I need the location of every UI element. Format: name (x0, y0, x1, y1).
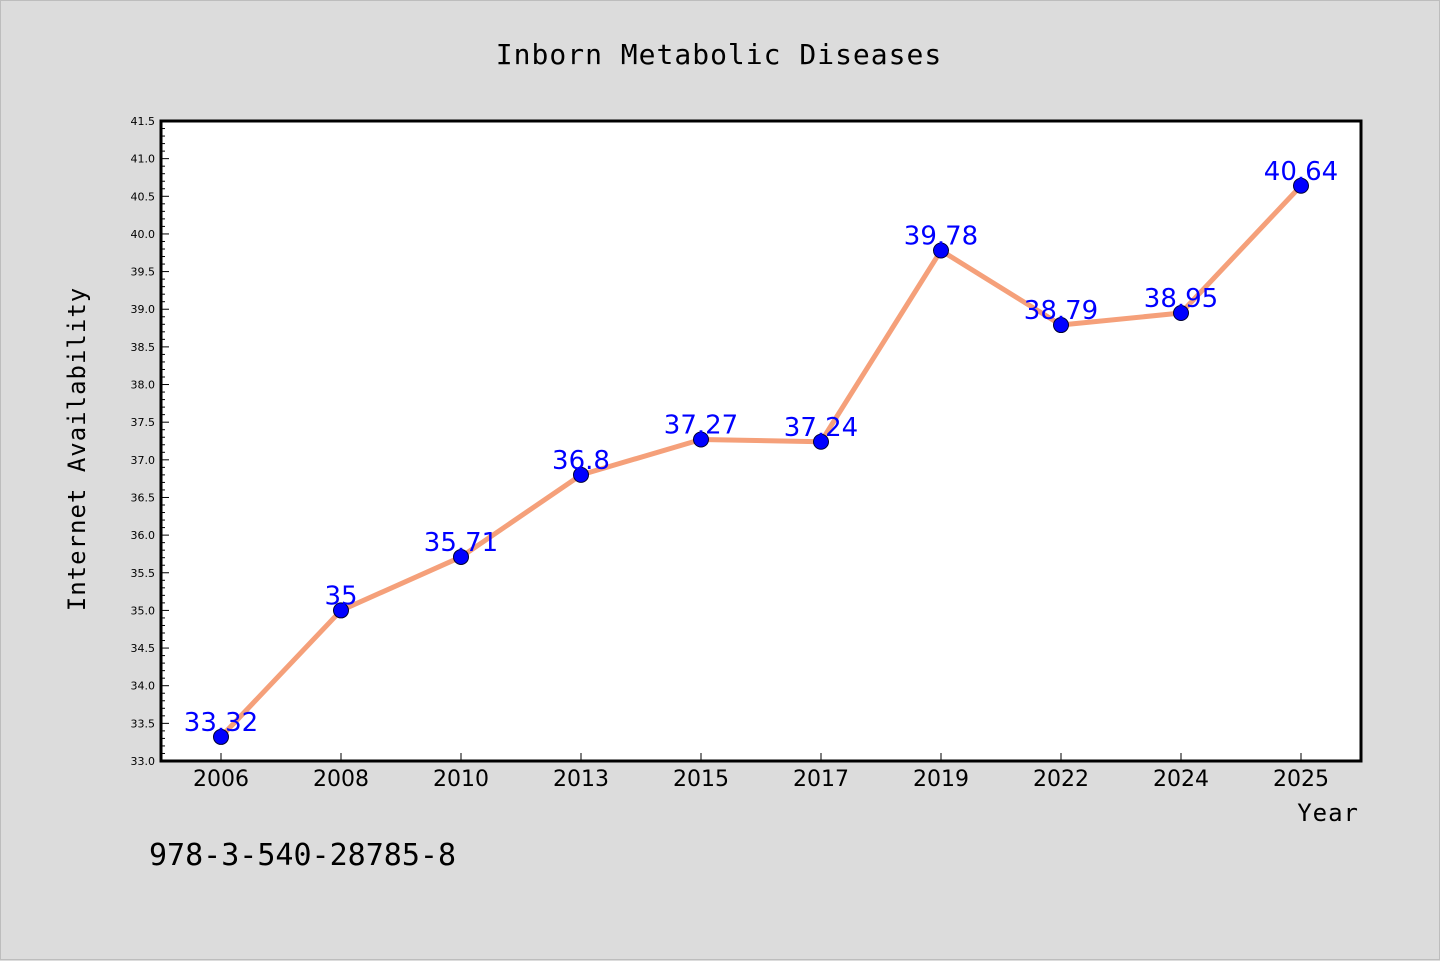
data-label: 33.32 (184, 708, 258, 738)
data-point (1053, 317, 1069, 334)
x-tick-label: 2013 (553, 767, 609, 792)
y-tick-label: 33.5 (131, 717, 156, 730)
x-tick-label: 2006 (193, 767, 249, 792)
y-tick-label: 34.5 (131, 642, 156, 655)
x-tick-label: 2010 (433, 767, 489, 792)
data-label: 35.71 (424, 528, 498, 558)
data-point (1293, 177, 1309, 194)
data-label: 40.64 (1264, 157, 1338, 187)
data-label: 38.79 (1024, 296, 1098, 326)
x-tick-label: 2008 (313, 767, 369, 792)
data-label: 37.27 (664, 410, 738, 440)
x-axis-title: Year (1297, 799, 1359, 827)
y-axis-title: Internet Availability (63, 287, 91, 611)
x-tick-label: 2022 (1033, 767, 1089, 792)
x-axis: 2006 2008 2010 2013 2015 2017 2019 2022 2024 2025 (193, 753, 1329, 792)
data-point (693, 431, 709, 448)
y-tick-label: 35.0 (131, 604, 156, 617)
y-tick-label: 35.5 (131, 567, 156, 580)
x-tick-label: 2025 (1273, 767, 1329, 792)
data-point (573, 466, 589, 483)
x-tick-label: 2024 (1153, 767, 1209, 792)
data-point (213, 728, 229, 745)
y-tick-label: 40.0 (131, 228, 156, 241)
data-point (813, 433, 829, 450)
y-tick-label: 41.5 (131, 115, 156, 128)
y-tick-label: 38.5 (131, 341, 156, 354)
x-tick-label: 2015 (673, 767, 729, 792)
data-markers (213, 177, 1309, 745)
data-labels: 33.32 35 35.71 36.8 37.27 37.24 39.78 38.79 38.9… (184, 157, 1338, 738)
data-point (933, 242, 949, 259)
y-axis: 33.0 33.5 34.0 34.5 35.0 35.5 36.0 36.5 37.0 37.5… (131, 115, 169, 768)
data-point (1173, 305, 1189, 321)
x-tick-label: 2019 (913, 767, 969, 792)
isbn-footnote: 978-3-540-28785-8 (149, 838, 456, 873)
data-point (333, 602, 349, 619)
data-label: 38.95 (1144, 284, 1218, 314)
y-tick-label: 38.0 (131, 379, 156, 392)
data-label: 36.8 (552, 446, 610, 476)
y-tick-label: 40.5 (131, 190, 156, 203)
x-tick-label: 2017 (793, 767, 849, 792)
data-point (453, 548, 469, 565)
series-line (218, 183, 1304, 740)
y-tick-label: 36.5 (131, 491, 156, 504)
y-tick-label: 37.5 (131, 416, 156, 429)
y-tick-label: 39.0 (131, 303, 156, 316)
y-tick-label: 36.0 (131, 529, 156, 542)
data-label: 39.78 (904, 222, 978, 252)
y-tick-label: 41.0 (131, 153, 156, 166)
data-label: 37.24 (784, 413, 858, 443)
y-tick-label: 39.5 (131, 266, 156, 279)
y-tick-label: 34.0 (131, 680, 156, 693)
y-tick-label: 37.0 (131, 454, 156, 467)
y-tick-label: 33.0 (131, 755, 156, 768)
chart-title: Inborn Metabolic Diseases (496, 38, 942, 71)
data-label: 35 (324, 581, 357, 611)
